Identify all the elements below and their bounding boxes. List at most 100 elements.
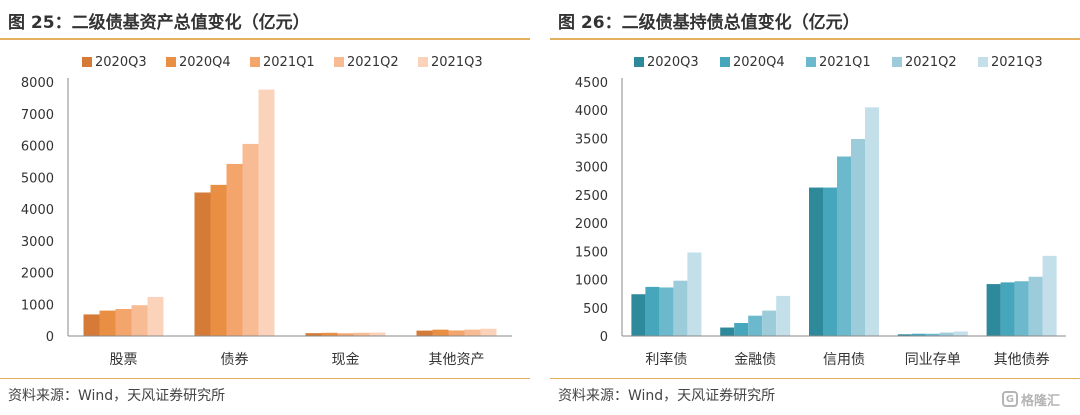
legend-label-2021Q2: 2021Q2 <box>347 55 399 70</box>
bar-信用债-2021Q3 <box>865 107 879 337</box>
x-tick-label: 其他债券 <box>994 352 1050 368</box>
bar-其他债券-2021Q2 <box>1028 276 1043 336</box>
source-note: 资料来源：Wind，天风证券研究所 <box>8 388 226 404</box>
bar-其他资产-2020Q3 <box>416 330 433 336</box>
y-tick-label: 1000 <box>575 274 608 289</box>
legend-swatch-2020Q3 <box>82 57 92 67</box>
legend-label-2020Q4: 2020Q4 <box>179 55 231 70</box>
bar-其他债券-2020Q3 <box>986 284 1001 336</box>
x-tick-label: 其他资产 <box>429 352 485 368</box>
bar-信用债-2021Q2 <box>851 139 865 336</box>
bar-股票-2020Q4 <box>99 310 116 336</box>
legend-swatch-2021Q2 <box>334 57 344 67</box>
bar-信用债-2020Q3 <box>809 187 823 336</box>
legend-swatch-2020Q4 <box>166 57 176 67</box>
bar-chart-bond-holdings: 2020Q3 2020Q4 2021Q1 2021Q2 2021Q3 0 500 1000 15… <box>575 55 1066 368</box>
legend-swatch-2020Q3 <box>634 57 644 67</box>
legend-swatch-2021Q3 <box>418 57 428 67</box>
bar-利率债-2021Q3 <box>687 252 702 336</box>
y-tick-label: 2000 <box>21 267 54 282</box>
legend-swatch-2021Q1 <box>806 57 816 67</box>
y-tick-label: 2500 <box>575 189 608 204</box>
y-tick-label: 5000 <box>21 171 54 186</box>
bar-股票-2021Q1 <box>115 309 132 336</box>
bar-现金-2020Q4 <box>321 332 338 336</box>
legend-label-2020Q4: 2020Q4 <box>733 55 785 70</box>
bar-股票-2021Q3 <box>147 296 164 336</box>
legend-label-2021Q1: 2021Q1 <box>819 55 871 70</box>
bar-利率债-2020Q4 <box>645 286 660 336</box>
y-tick-label: 3000 <box>575 161 608 176</box>
bar-债券-2021Q3 <box>258 89 275 336</box>
y-tick-label: 3000 <box>21 235 54 250</box>
bar-股票-2020Q3 <box>83 314 100 336</box>
bar-利率债-2021Q2 <box>673 280 688 336</box>
legend-label-2020Q3: 2020Q3 <box>647 55 699 70</box>
y-tick-label: 1500 <box>575 245 608 260</box>
bar-债券-2021Q2 <box>242 143 259 336</box>
bar-利率债-2020Q3 <box>631 294 646 336</box>
bar-金融债-2021Q3 <box>776 295 791 336</box>
bar-信用债-2021Q1 <box>837 156 851 336</box>
bar-金融债-2021Q2 <box>762 310 777 336</box>
y-tick-label: 3500 <box>575 132 608 147</box>
bar-其他资产-2021Q3 <box>480 328 497 336</box>
bar-金融债-2020Q3 <box>720 327 735 336</box>
chart-panel-bond-holdings: 图 26：二级债基持债总值变化（亿元） 2020Q3 2020Q4 2021Q1 20… <box>550 0 1080 415</box>
x-tick-label: 债券 <box>221 352 249 368</box>
bar-债券-2021Q1 <box>226 163 243 336</box>
title-divider <box>550 38 1080 40</box>
bar-现金-2020Q3 <box>305 333 322 336</box>
bar-现金-2021Q3 <box>369 332 386 336</box>
y-tick-label: 2000 <box>575 217 608 232</box>
y-tick-label: 1000 <box>21 298 54 313</box>
bar-其他资产-2020Q4 <box>432 329 449 336</box>
y-tick-label: 4000 <box>575 104 608 119</box>
bar-债券-2020Q4 <box>210 184 227 336</box>
watermark: G 格隆汇 <box>1002 388 1076 410</box>
legend-label-2021Q1: 2021Q1 <box>263 55 315 70</box>
y-tick-label: 4500 <box>575 76 608 91</box>
legend-label-2021Q3: 2021Q3 <box>991 55 1043 70</box>
bar-现金-2021Q2 <box>353 332 370 336</box>
y-tick-label: 0 <box>600 330 608 345</box>
chart-title: 图 26：二级债基持债总值变化（亿元） <box>558 13 860 33</box>
x-tick-label: 同业存单 <box>905 352 961 368</box>
y-tick-label: 4000 <box>21 203 54 218</box>
watermark-text: 格隆汇 <box>1021 393 1061 409</box>
bar-其他债券-2021Q1 <box>1014 281 1029 336</box>
x-tick-label: 金融债 <box>734 352 776 368</box>
y-tick-label: 6000 <box>21 140 54 155</box>
bar-同业存单-2021Q3 <box>953 331 968 336</box>
x-tick-label: 利率债 <box>645 351 687 368</box>
bar-现金-2021Q1 <box>337 333 354 336</box>
bar-利率债-2021Q1 <box>659 287 674 336</box>
bar-同业存单-2021Q1 <box>925 333 940 336</box>
bar-股票-2021Q2 <box>131 305 148 336</box>
legend-swatch-2021Q3 <box>978 57 988 67</box>
x-tick-label: 现金 <box>332 352 360 368</box>
bar-金融债-2021Q1 <box>748 315 763 336</box>
chart-title: 图 25：二级债基资产总值变化（亿元） <box>8 13 310 33</box>
legend-swatch-2021Q2 <box>892 57 902 67</box>
bar-其他资产-2021Q2 <box>464 329 481 336</box>
y-tick-label: 8000 <box>21 76 54 91</box>
bar-其他债券-2021Q3 <box>1042 255 1057 336</box>
bar-同业存单-2021Q2 <box>939 332 954 336</box>
legend-label-2021Q2: 2021Q2 <box>905 55 957 70</box>
source-divider <box>550 378 1080 379</box>
bar-同业存单-2020Q4 <box>911 333 926 336</box>
legend-swatch-2020Q4 <box>720 57 730 67</box>
y-tick-label: 7000 <box>21 108 54 123</box>
bar-同业存单-2020Q3 <box>897 334 912 336</box>
source-note: 资料来源：Wind，天风证券研究所 <box>558 388 776 404</box>
chart-panel-assets: 图 25：二级债基资产总值变化（亿元） 2020Q3 2020Q4 2021Q1 20… <box>0 0 530 415</box>
bar-chart-assets: 2020Q3 2020Q4 2021Q1 2021Q2 2021Q3 0 1000 2000 3… <box>21 55 512 368</box>
title-divider <box>0 38 530 40</box>
bar-信用债-2020Q4 <box>823 187 837 336</box>
bar-金融债-2020Q4 <box>734 323 749 336</box>
y-tick-label: 500 <box>583 302 608 317</box>
x-tick-label: 股票 <box>110 352 138 368</box>
x-tick-label: 信用债 <box>823 352 865 368</box>
gelonghui-logo-icon: G <box>1002 391 1018 407</box>
